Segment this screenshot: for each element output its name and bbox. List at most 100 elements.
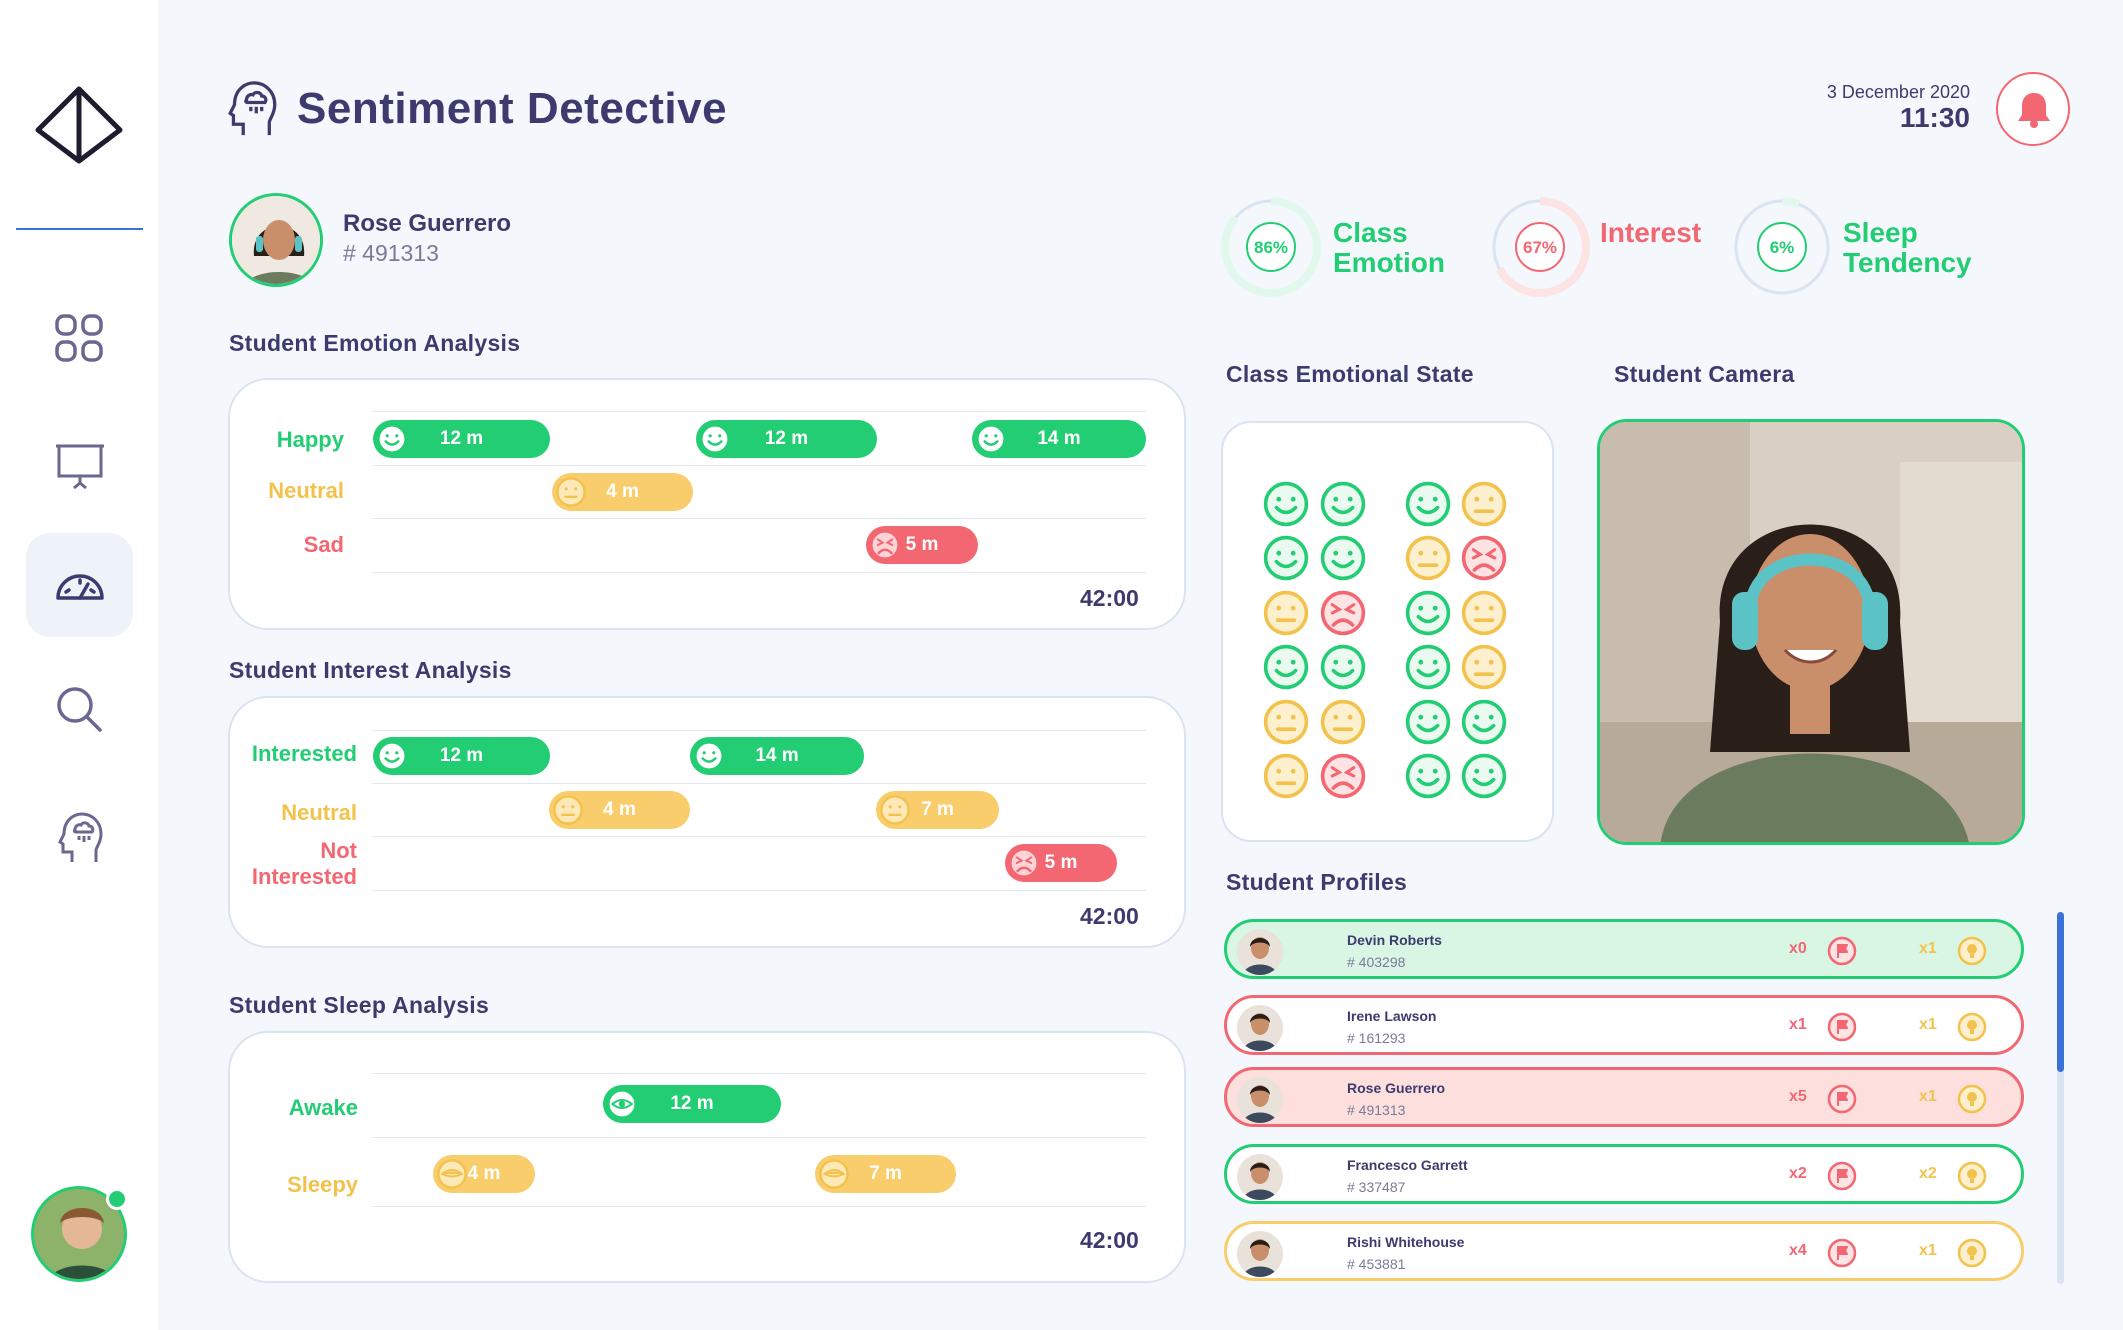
student-profile-row[interactable]: Francesco Garrett # 337487 x2 x2 [1224, 1144, 2024, 1204]
online-status-dot [106, 1188, 128, 1210]
neutral-face-icon [555, 476, 587, 514]
class-emotional-state-title: Class Emotional State [1226, 361, 1474, 387]
flag-icon[interactable] [1827, 936, 1857, 966]
flag-icon[interactable] [1827, 1012, 1857, 1042]
student-profile-row[interactable]: Irene Lawson # 161293 x1 x1 [1224, 995, 2024, 1055]
stat-ring-2: 6% [1732, 197, 1832, 297]
eye-face-icon [606, 1088, 638, 1126]
bulb-icon[interactable] [1957, 1012, 1987, 1042]
emotion-label-happy: Happy [276, 427, 344, 452]
sleep-label-awake: Awake [288, 1095, 358, 1120]
sad-face-icon [869, 529, 901, 567]
interest-bar-neutral-1: 4 m [549, 791, 690, 829]
profiles-scrollbar-track[interactable] [2057, 912, 2064, 1284]
profile-name: Francesco Garrett [1347, 1157, 1468, 1173]
stat-class-emotion-label: Class Emotion [1333, 217, 1445, 278]
interest-label-not: Not [320, 838, 357, 863]
sleep-analysis-title: Student Sleep Analysis [229, 992, 490, 1018]
profile-name: Rishi Whitehouse [1347, 1234, 1465, 1250]
student-profile-row[interactable]: Rishi Whitehouse # 453881 x4 x1 [1224, 1221, 2024, 1281]
interest-bar-interested-2: 14 m [690, 737, 864, 775]
profile-id: # 491313 [1347, 1102, 1406, 1118]
sleep-bar-awake-1: 12 m [603, 1085, 781, 1123]
flag-icon[interactable] [1827, 1084, 1857, 1114]
profile-avatar [1237, 1077, 1283, 1123]
student-camera-feed[interactable] [1597, 419, 2025, 845]
sleepy-face-icon [818, 1158, 850, 1196]
speedometer-icon[interactable] [54, 570, 106, 602]
class-face-happy-icon [1404, 643, 1452, 696]
emotion-bar-neutral-1: 4 m [552, 473, 693, 511]
student-avatar [229, 193, 323, 287]
happy-face-icon [699, 423, 731, 461]
class-face-neutral-icon [1262, 589, 1310, 642]
emotion-bar-happy-2: 12 m [696, 420, 877, 458]
app-head-icon [228, 81, 277, 136]
flag-icon[interactable] [1827, 1238, 1857, 1268]
profiles-scrollbar-thumb[interactable] [2057, 912, 2064, 1072]
nav-selected-bg [26, 533, 133, 637]
flag-count: x5 [1789, 1088, 1807, 1105]
class-face-neutral-icon [1460, 589, 1508, 642]
student-profiles-title: Student Profiles [1226, 869, 1408, 895]
interest-bar-interested-1: 12 m [373, 737, 550, 775]
search-icon[interactable] [55, 685, 103, 733]
profile-name: Irene Lawson [1347, 1008, 1437, 1024]
interest-bar-not-interested-1: 5 m [1005, 844, 1117, 882]
flag-count: x0 [1789, 940, 1807, 957]
profile-id: # 161293 [1347, 1030, 1406, 1046]
sidebar [0, 0, 158, 1330]
head-icon[interactable] [58, 812, 104, 864]
profile-name: Rose Guerrero [1347, 1080, 1446, 1096]
emotion-bar-sad-1: 5 m [866, 526, 978, 564]
class-face-happy-icon [1404, 589, 1452, 642]
class-face-sad-icon [1319, 589, 1367, 642]
date-label: 3 December 2020 [1826, 82, 1970, 102]
bulb-icon[interactable] [1957, 1238, 1987, 1268]
dashboard-icon[interactable] [54, 313, 104, 363]
student-profile-row[interactable]: Devin Roberts # 403298 x0 x1 [1224, 919, 2024, 979]
profile-id: # 337487 [1347, 1179, 1406, 1195]
time-label: 11:30 [1899, 102, 1970, 133]
flag-count: x1 [1789, 1016, 1807, 1033]
stat-interest-label: Interest [1600, 217, 1702, 248]
happy-face-icon [693, 740, 725, 778]
profile-avatar [1237, 1231, 1283, 1277]
presentation-icon[interactable] [54, 443, 106, 491]
class-face-sad-icon [1319, 752, 1367, 805]
emotion-label-neutral: Neutral [268, 478, 344, 503]
happy-face-icon [376, 423, 408, 461]
profile-id: # 453881 [1347, 1256, 1406, 1272]
class-face-neutral-icon [1460, 480, 1508, 533]
profile-name: Devin Roberts [1347, 932, 1442, 948]
profile-avatar [1237, 1154, 1283, 1200]
student-profile-row[interactable]: Rose Guerrero # 491313 x5 x1 [1224, 1067, 2024, 1127]
interest-bar-neutral-2: 7 m [876, 791, 999, 829]
interest-total-time: 42:00 [1080, 903, 1139, 929]
user-avatar[interactable] [31, 1186, 127, 1282]
sleep-bar-sleepy-1: 4 m [433, 1155, 535, 1193]
neutral-face-icon [879, 794, 911, 832]
class-face-neutral-icon [1262, 752, 1310, 805]
flag-count: x4 [1789, 1242, 1807, 1259]
emotion-total-time: 42:00 [1080, 585, 1139, 611]
stat-percent-2: 6% [1770, 238, 1795, 257]
logo-icon[interactable] [34, 86, 124, 164]
student-name: Rose Guerrero [343, 210, 512, 237]
stat-percent-1: 67% [1523, 238, 1557, 257]
sleep-bar-sleepy-2: 7 m [815, 1155, 956, 1193]
class-face-happy-icon [1262, 534, 1310, 587]
happy-face-icon [376, 740, 408, 778]
student-camera-title: Student Camera [1614, 361, 1795, 387]
stat-sleep-tendency-label: Sleep Tendency [1843, 217, 1972, 278]
profile-avatar [1237, 929, 1283, 975]
bulb-icon[interactable] [1957, 936, 1987, 966]
bulb-icon[interactable] [1957, 1084, 1987, 1114]
bulb-icon[interactable] [1957, 1161, 1987, 1191]
flag-icon[interactable] [1827, 1161, 1857, 1191]
interest-analysis-title: Student Interest Analysis [229, 657, 512, 683]
interest-label-interested: Interested [251, 741, 357, 766]
bulb-count: x2 [1919, 1165, 1937, 1182]
sidebar-divider [16, 228, 143, 230]
notification-button[interactable] [1996, 72, 2070, 146]
